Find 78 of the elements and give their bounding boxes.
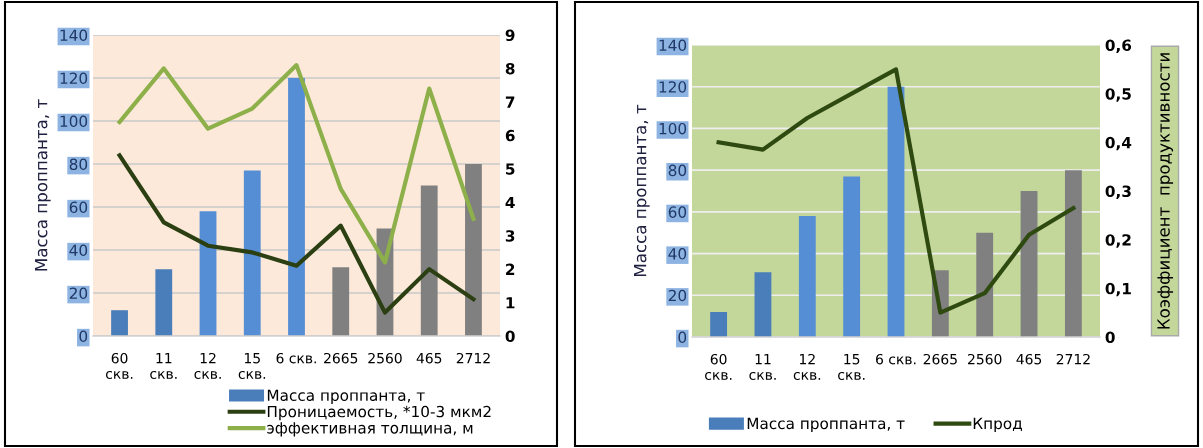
bar bbox=[798, 216, 816, 337]
x-tick-label: 6 скв. bbox=[876, 353, 916, 365]
x-tick-label: 11 скв. bbox=[150, 353, 177, 379]
y2-tick-label: 0,4 bbox=[1105, 136, 1132, 151]
y-tick-label: 0 bbox=[79, 330, 88, 343]
x-tick-label: 12 скв. bbox=[194, 352, 221, 379]
y-tick-label: 140 bbox=[60, 29, 88, 42]
x-tick-label: 465 bbox=[1016, 353, 1042, 365]
y2-axis-title: Коэффициент продуктивности bbox=[1157, 53, 1174, 329]
legend-label: Проницаемость, *10-3 мкм2 bbox=[267, 405, 491, 421]
y-tick-label: 60 bbox=[668, 206, 687, 218]
x-tick-label: 465 bbox=[416, 352, 442, 364]
legend-label: Масса проппанта, т bbox=[267, 389, 425, 404]
y2-tick-label: 5 bbox=[506, 163, 515, 175]
bar bbox=[843, 176, 861, 337]
y2-tick-label: 7 bbox=[505, 96, 515, 108]
bar bbox=[754, 272, 772, 337]
x-tick-label: 60 скв. bbox=[106, 352, 133, 379]
y-tick-label: 20 bbox=[69, 287, 88, 300]
y-tick-label: 40 bbox=[668, 248, 687, 260]
bar bbox=[332, 267, 350, 336]
x-tick-label: 2712 bbox=[456, 352, 490, 364]
y-axis-title: Масса проппанта, т bbox=[35, 99, 51, 271]
y2-tick-label: 0 bbox=[1105, 331, 1115, 344]
line-series bbox=[117, 153, 476, 315]
x-tick-label: 2665 bbox=[923, 353, 957, 365]
line-series bbox=[716, 67, 1076, 315]
x-tick-label: 2560 bbox=[368, 352, 402, 364]
line-series bbox=[117, 63, 476, 265]
y2-tick-label: 3 bbox=[505, 230, 515, 242]
y-tick-label: 80 bbox=[668, 164, 687, 177]
y-tick-label: 120 bbox=[60, 72, 88, 85]
y-tick-label: 120 bbox=[659, 81, 687, 93]
y2-tick-label: 0,6 bbox=[1105, 39, 1132, 53]
bar bbox=[243, 170, 261, 336]
legend-label: эффективная толщина, м bbox=[267, 422, 473, 437]
y2-tick-label: 0,5 bbox=[1105, 88, 1131, 102]
y2-tick-label: 0,1 bbox=[1105, 282, 1131, 297]
y-tick-label: 40 bbox=[69, 244, 88, 257]
y2-tick-label: 9 bbox=[505, 29, 515, 42]
y2-tick-label: 1 bbox=[506, 297, 515, 309]
y-tick-label: 140 bbox=[659, 39, 687, 52]
y-tick-label: 100 bbox=[659, 122, 687, 135]
legend-label: Масса проппанта, т bbox=[747, 417, 905, 433]
y2-tick-label: 2 bbox=[506, 263, 515, 275]
y2-tick-label: 4 bbox=[505, 196, 515, 209]
y-tick-label: 100 bbox=[60, 115, 88, 128]
bar bbox=[155, 269, 173, 336]
legend-label: Кпрод bbox=[973, 417, 1022, 433]
bar bbox=[288, 78, 305, 336]
y-tick-label: 0 bbox=[678, 331, 687, 344]
bar bbox=[887, 86, 905, 337]
y-tick-label: 60 bbox=[69, 201, 88, 214]
y-tick-label: 80 bbox=[69, 158, 88, 171]
x-tick-label: 6 скв. bbox=[276, 352, 316, 364]
bar bbox=[1020, 191, 1038, 337]
x-tick-label: 2560 bbox=[968, 353, 1002, 365]
x-tick-label: 2665 bbox=[324, 352, 358, 364]
x-tick-label: 11 скв. bbox=[749, 354, 776, 380]
bar bbox=[111, 310, 128, 336]
y2-tick-label: 0 bbox=[505, 330, 515, 343]
x-tick-label: 60 скв. bbox=[705, 353, 732, 380]
x-tick-label: 2712 bbox=[1056, 353, 1090, 365]
x-tick-label: 15 скв. bbox=[838, 354, 865, 380]
x-tick-label: 15 скв. bbox=[238, 353, 266, 379]
y-axis-title: Масса проппанта, т bbox=[634, 104, 650, 276]
y-tick-label: 20 bbox=[668, 289, 687, 302]
y2-tick-label: 8 bbox=[505, 62, 515, 75]
bar bbox=[199, 211, 217, 336]
bar bbox=[420, 185, 438, 336]
y2-tick-label: 0,3 bbox=[1105, 185, 1131, 199]
x-tick-label: 12 скв. bbox=[793, 353, 821, 380]
y2-tick-label: 6 bbox=[505, 129, 515, 142]
bar bbox=[465, 164, 482, 336]
bar bbox=[710, 311, 728, 337]
bar bbox=[976, 232, 994, 337]
bar bbox=[1064, 170, 1082, 337]
y2-tick-label: 0,2 bbox=[1105, 234, 1131, 248]
